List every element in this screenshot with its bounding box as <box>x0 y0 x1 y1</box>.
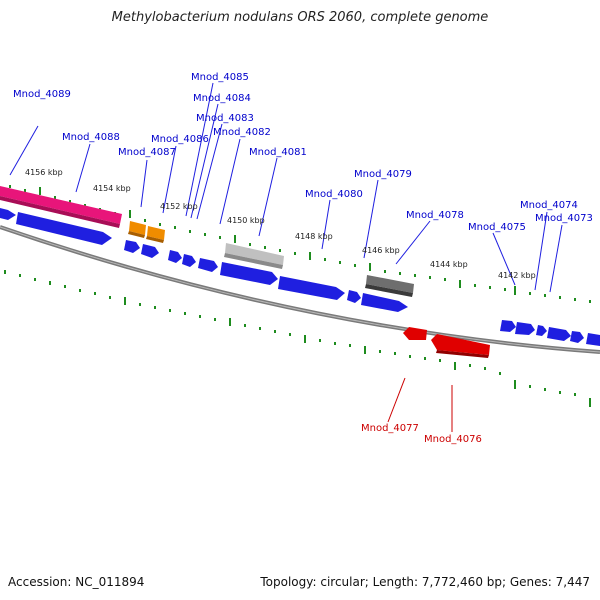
gene-label: Mnod_4079 <box>354 169 412 180</box>
accession-label: Accession: NC_011894 <box>8 575 145 589</box>
reverse-gene-labels: Mnod_4077 Mnod_4076 <box>361 423 482 445</box>
genome-title: Methylobacterium nodulans ORS 2060, comp… <box>111 10 489 25</box>
scale-labels: 4156 kbp 4154 kbp 4152 kbp 4150 kbp 4148… <box>25 168 536 280</box>
gene-arrow <box>361 293 408 312</box>
gene-arrow <box>570 331 584 343</box>
scale-label: 4148 kbp <box>295 232 333 241</box>
scale-label: 4142 kbp <box>498 271 536 280</box>
gene-label: Mnod_4081 <box>249 147 307 158</box>
leader-lines <box>9 82 563 293</box>
gene-arrow <box>347 290 361 303</box>
gene-arrow <box>0 208 16 220</box>
gene-arrow <box>278 276 345 300</box>
gene-arrow <box>586 333 600 346</box>
forward-genes <box>0 208 600 346</box>
dark-gray-feature <box>365 275 414 297</box>
gene-label: Mnod_4077 <box>361 423 419 434</box>
pink-feature <box>0 186 122 228</box>
scale-label: 4152 kbp <box>160 202 198 211</box>
gene-arrow <box>431 334 490 355</box>
outer-tick-row <box>9 185 591 303</box>
gene-label: Mnod_4073 <box>535 213 593 224</box>
scale-label: 4146 kbp <box>362 246 400 255</box>
gene-label: Mnod_4084 <box>193 93 251 104</box>
scale-label: 4150 kbp <box>227 216 265 225</box>
gene-label: Mnod_4087 <box>118 147 176 158</box>
gene-label: Mnod_4076 <box>424 434 482 445</box>
gene-arrow <box>16 212 112 245</box>
orange-features <box>128 221 165 243</box>
gene-arrow <box>403 327 427 340</box>
gene-arrow <box>198 258 218 272</box>
gene-label: Mnod_4075 <box>468 222 526 233</box>
gene-arrow <box>141 244 159 258</box>
gene-label: Mnod_4085 <box>191 72 249 83</box>
gene-arrow <box>515 322 535 335</box>
gene-label: Mnod_4086 <box>151 134 209 145</box>
inner-tick-row <box>4 270 591 407</box>
gene-label: Mnod_4078 <box>406 210 464 221</box>
gene-label: Mnod_4088 <box>62 132 120 143</box>
gene-label: Mnod_4083 <box>196 113 254 124</box>
gene-label: Mnod_4080 <box>305 189 363 200</box>
scale-label: 4156 kbp <box>25 168 63 177</box>
forward-gene-labels: Mnod_4089 Mnod_4088 Mnod_4087 Mnod_4086 … <box>13 72 593 233</box>
gene-arrow <box>168 250 182 263</box>
gene-arrow <box>547 327 571 341</box>
gene-arrow <box>220 262 278 285</box>
gene-label: Mnod_4089 <box>13 89 71 100</box>
scale-label: 4154 kbp <box>93 184 131 193</box>
gene-label: Mnod_4082 <box>213 127 271 138</box>
light-gray-feature <box>224 243 284 269</box>
gene-arrow <box>536 325 547 336</box>
gene-arrow <box>182 254 196 267</box>
genome-summary: Topology: circular; Length: 7,772,460 bp… <box>260 575 590 589</box>
reverse-leader-lines <box>387 377 453 432</box>
scale-label: 4144 kbp <box>430 260 468 269</box>
gene-arrow <box>124 240 140 253</box>
gene-label: Mnod_4074 <box>520 200 578 211</box>
gene-arrow <box>500 320 516 332</box>
reverse-genes <box>403 327 490 358</box>
